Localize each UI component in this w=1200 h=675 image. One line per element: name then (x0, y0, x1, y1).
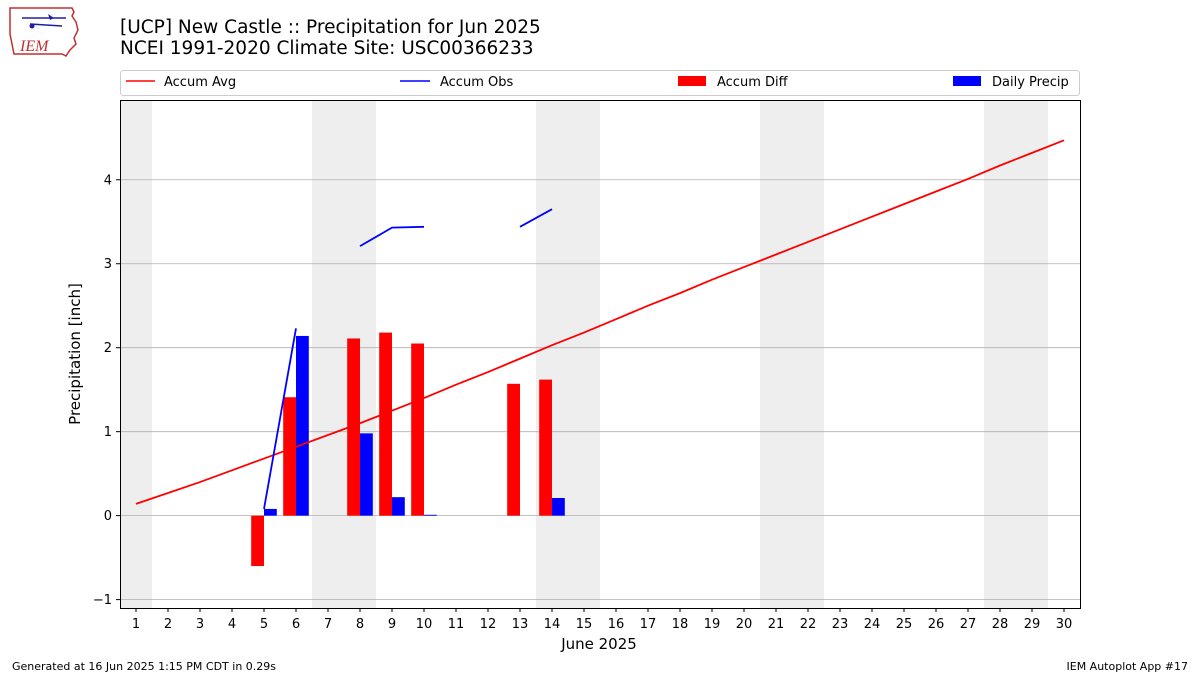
x-tick-label: 17 (640, 617, 657, 632)
daily-precip-bar-day-5 (264, 508, 277, 516)
x-tick-label: 12 (480, 617, 497, 632)
app-label: IEM Autoplot App #17 (1066, 660, 1189, 673)
x-tick-label: 20 (736, 617, 753, 632)
weekend-shade-day-29 (1016, 100, 1048, 608)
weekend-shade-day-22 (792, 100, 824, 608)
weekend-shading (120, 100, 1048, 608)
x-tick-label: 18 (672, 617, 689, 632)
x-tick-label: 1 (132, 617, 140, 632)
accum-obs-line-segment-2 (359, 225, 425, 247)
accum-diff-bar-day-6 (283, 397, 296, 516)
legend-label-accum-obs: Accum Obs (440, 75, 513, 90)
daily-precip-bar-day-9 (392, 497, 405, 516)
legend-box (120, 70, 1080, 96)
x-tick-label: 21 (768, 617, 785, 632)
daily-precip-bar-day-8 (360, 433, 373, 516)
x-tick-label: 11 (448, 617, 465, 632)
x-tick-label: 8 (356, 617, 364, 632)
weekend-shade-day-7 (312, 100, 344, 608)
x-tick-label: 7 (324, 617, 332, 632)
legend-swatch-accum-diff (678, 76, 706, 86)
legend-label-daily-precip: Daily Precip (992, 75, 1069, 90)
generated-note: Generated at 16 Jun 2025 1:15 PM CDT in … (12, 660, 277, 673)
y-tick-label: 3 (104, 257, 112, 272)
accum-diff-bar-day-8 (347, 338, 360, 516)
x-tick-label: 2 (164, 617, 172, 632)
logo-text: IEM (19, 38, 50, 55)
accum-diff-bar-day-5 (251, 515, 264, 567)
x-tick-label: 22 (800, 617, 817, 632)
daily-precip-bar-day-10 (424, 514, 437, 516)
x-tick-label: 5 (260, 617, 268, 632)
daily-precip-bar-day-6 (296, 335, 309, 516)
y-axis-label: Precipitation [inch] (66, 283, 84, 425)
x-tick-label: 30 (1056, 617, 1073, 632)
x-tick-label: 10 (416, 617, 433, 632)
accum-obs-line-segment-1 (263, 328, 297, 510)
y-tick-label: −1 (93, 593, 112, 608)
accum-diff-bar-day-14 (539, 379, 552, 516)
x-tick-label: 24 (864, 617, 881, 632)
accum-diff-bar-day-10 (411, 343, 424, 516)
accum-diff-bar-day-13 (507, 383, 520, 516)
y-axis-ticks: −1 0 1 2 3 4 (93, 173, 120, 608)
x-axis-label: June 2025 (560, 635, 637, 653)
weekend-shade-day-21 (760, 100, 792, 608)
x-tick-label: 27 (960, 617, 977, 632)
iem-logo: IEM (9, 7, 79, 57)
chart-titles: [UCP] New Castle :: Precipitation for Ju… (120, 17, 541, 59)
y-tick-label: 1 (104, 425, 112, 440)
x-tick-label: 23 (832, 617, 849, 632)
accum-diff-bar-day-9 (379, 332, 392, 516)
y-tick-label: 0 (104, 509, 112, 524)
x-tick-label: 6 (292, 617, 300, 632)
accum-obs-line-segment-3 (519, 208, 553, 228)
plot-frame (120, 100, 1081, 609)
x-axis-ticks: 1 2 3 4 5 6 7 8 9 10 11 12 13 14 15 16 17 18 19 20 21 22 23 24 2… (132, 608, 1072, 632)
daily-precip-bar-day-14 (552, 498, 565, 516)
grid-lines (120, 179, 1080, 601)
weekend-shade-day-28 (984, 100, 1016, 608)
legend-label-accum-diff: Accum Diff (717, 75, 789, 90)
x-tick-label: 15 (576, 617, 593, 632)
lines (135, 139, 1065, 510)
legend: Accum Avg Accum Obs Accum Diff Daily Pre… (120, 70, 1080, 96)
x-tick-label: 19 (704, 617, 721, 632)
weekend-shade-day-1 (120, 100, 152, 608)
accum-avg-line-segment-1 (135, 139, 1065, 505)
x-tick-label: 29 (1024, 617, 1041, 632)
y-tick-label: 2 (104, 341, 112, 356)
x-tick-label: 3 (196, 617, 204, 632)
x-tick-label: 26 (928, 617, 945, 632)
bars (251, 332, 565, 567)
x-tick-label: 25 (896, 617, 913, 632)
x-tick-label: 4 (228, 617, 236, 632)
y-tick-label: 4 (104, 173, 112, 188)
x-tick-label: 13 (512, 617, 529, 632)
weekend-shade-day-15 (568, 100, 600, 608)
x-tick-label: 9 (388, 617, 396, 632)
weekend-shade-day-14 (536, 100, 568, 608)
x-tick-label: 16 (608, 617, 625, 632)
legend-swatch-daily-precip (953, 76, 981, 86)
chart-title: [UCP] New Castle :: Precipitation for Ju… (120, 17, 541, 38)
x-tick-label: 28 (992, 617, 1009, 632)
legend-label-accum-avg: Accum Avg (164, 75, 236, 90)
x-tick-label: 14 (544, 617, 561, 632)
chart-subtitle: NCEI 1991-2020 Climate Site: USC00366233 (120, 38, 534, 59)
